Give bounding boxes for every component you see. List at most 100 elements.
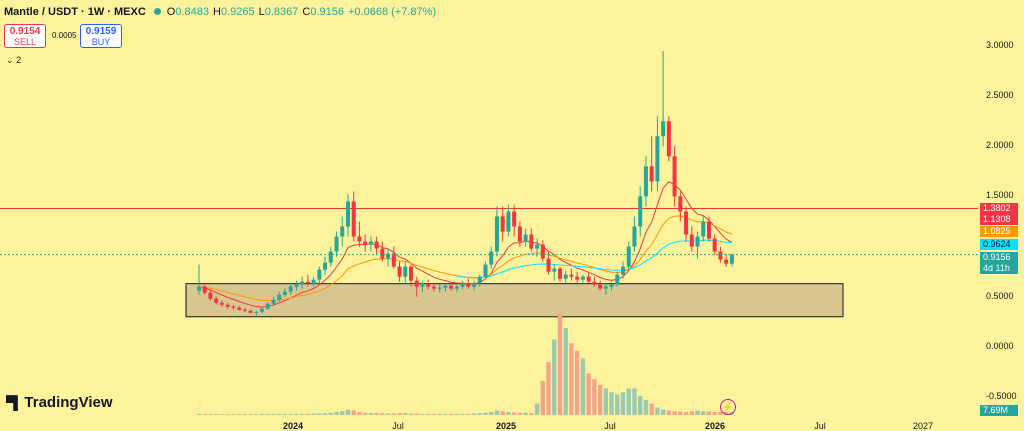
volume-bar	[586, 373, 591, 415]
candle	[535, 238, 540, 257]
candle-body	[552, 268, 557, 272]
volume-bar	[666, 410, 672, 415]
volume-bar	[506, 411, 511, 415]
candle-body	[529, 234, 534, 249]
candle	[701, 216, 706, 242]
candle-body	[684, 211, 689, 235]
candle	[729, 253, 734, 267]
volume-bar	[460, 413, 465, 415]
volume-bar	[689, 411, 694, 415]
volume-bar	[655, 407, 660, 415]
volume-bar	[649, 403, 654, 415]
candle-body	[260, 308, 265, 312]
volume-bar	[529, 413, 534, 415]
volume-bar	[299, 413, 305, 415]
price-scale-label: 3.0000	[986, 40, 1014, 50]
volume-bar	[317, 413, 322, 415]
indicator-toggle[interactable]: ⌄ 2	[6, 55, 21, 66]
candle-body	[661, 121, 666, 137]
high-label: H	[213, 6, 221, 18]
volume-bar	[443, 413, 448, 415]
sell-button[interactable]: 0.9154 SELL	[4, 24, 46, 48]
volume-bar	[638, 396, 643, 415]
candle	[426, 279, 431, 290]
volume-bar	[672, 411, 677, 415]
tradingview-logo[interactable]: ▀▌ TradingView	[6, 394, 113, 411]
candle	[391, 246, 396, 269]
candle-body	[311, 279, 316, 284]
candle-body	[357, 236, 362, 242]
candle	[666, 116, 671, 162]
volume-bar	[695, 410, 700, 415]
candle-body	[219, 302, 224, 305]
candle-body	[535, 244, 540, 249]
support-zone-layer	[185, 283, 844, 318]
candle	[661, 51, 666, 147]
candle	[621, 261, 626, 279]
candle	[472, 280, 477, 291]
lightning-icon[interactable]: ⚡	[720, 399, 736, 415]
volume-bar	[632, 388, 637, 415]
candle	[409, 264, 414, 287]
candle	[477, 274, 482, 287]
volume-bar	[540, 381, 545, 415]
candle	[345, 194, 350, 237]
volume-bar	[305, 413, 311, 415]
candle	[305, 274, 310, 287]
volume-bar	[626, 388, 631, 415]
candle-body	[569, 274, 574, 277]
time-scale-label: 2025	[495, 421, 517, 431]
candle	[500, 206, 505, 242]
candle-body	[729, 254, 734, 264]
candle-body	[598, 284, 603, 289]
candle-body	[368, 241, 373, 245]
candle	[546, 251, 551, 275]
volume-bar	[403, 413, 408, 415]
symbol-title[interactable]: Mantle / USDT · 1W · MEXC	[4, 6, 146, 18]
candle	[282, 288, 287, 297]
candle-body	[420, 283, 425, 287]
time-scale-label: 2026	[704, 421, 726, 431]
candle	[557, 266, 562, 282]
volume-bar	[322, 413, 328, 415]
close-label: C	[302, 6, 311, 18]
volume-bar	[219, 414, 225, 415]
candle	[334, 231, 339, 257]
candle	[420, 280, 425, 292]
volume-bar	[546, 362, 551, 415]
support-zone-rect	[185, 283, 844, 318]
buy-button[interactable]: 0.9159 BUY	[80, 24, 122, 48]
candle	[712, 234, 717, 255]
candle	[592, 276, 597, 287]
candle	[225, 302, 230, 309]
candle	[237, 305, 242, 311]
indicator-count: 2	[16, 55, 22, 65]
candle-body	[500, 216, 505, 232]
candle-body	[380, 248, 385, 259]
volume-bar	[397, 413, 402, 415]
candle-body	[678, 196, 683, 212]
open-label: O	[166, 6, 176, 18]
candle	[437, 284, 442, 293]
candle-body	[254, 311, 259, 313]
volume-bar	[345, 409, 351, 415]
candle	[300, 276, 305, 289]
candle-body	[575, 276, 580, 280]
volume-bar	[213, 414, 219, 415]
volume-bar	[277, 413, 282, 415]
volume-bar	[620, 392, 626, 415]
volume-bar	[288, 413, 293, 415]
candle	[317, 266, 322, 284]
volume-bar	[294, 413, 299, 415]
candle-body	[540, 244, 545, 259]
candle-body	[202, 286, 207, 293]
buy-price: 0.9159	[85, 26, 117, 37]
candle-body	[374, 241, 379, 249]
volume-bar	[259, 413, 265, 415]
volume-bar	[248, 414, 253, 415]
candle-body	[443, 285, 448, 288]
volume-bar	[477, 413, 482, 415]
candle	[231, 304, 236, 310]
price-tag: 1.0825	[980, 226, 1018, 237]
